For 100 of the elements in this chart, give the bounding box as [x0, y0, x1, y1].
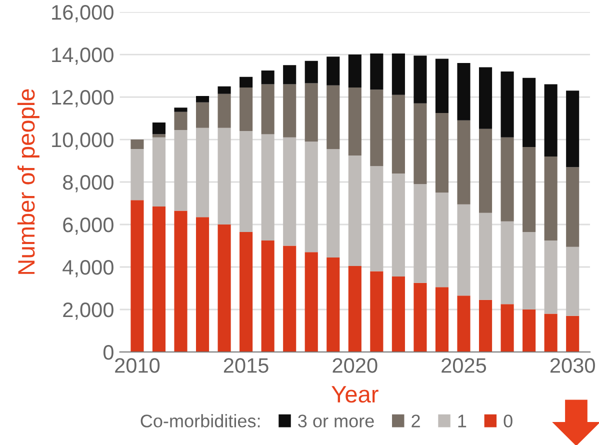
bar — [522, 232, 536, 310]
bar — [435, 287, 449, 352]
bar — [348, 54, 362, 88]
bar — [174, 130, 188, 211]
bar — [174, 108, 188, 112]
bar — [392, 94, 405, 174]
bar — [478, 67, 492, 129]
bar — [283, 246, 296, 352]
bar — [478, 128, 492, 213]
legend-label: 0 — [504, 414, 512, 428]
bar — [370, 271, 384, 352]
x-tick-label: 2010 — [115, 358, 160, 373]
bar — [566, 90, 580, 168]
legend-title: Co-morbidities: — [140, 414, 260, 428]
y-tick-label: 2,000 — [63, 302, 114, 320]
bar — [152, 206, 166, 352]
bar — [218, 224, 231, 352]
bar — [392, 174, 405, 277]
bar — [500, 137, 514, 222]
bar — [304, 142, 318, 252]
bar — [544, 314, 558, 352]
bar — [414, 103, 427, 184]
bar — [392, 53, 405, 95]
bar — [500, 221, 514, 304]
y-tick-label: 14,000 — [52, 48, 114, 65]
bar — [370, 90, 384, 166]
bar — [261, 240, 274, 352]
x-tick-label: 2020 — [332, 358, 378, 373]
bar — [240, 232, 253, 352]
bar — [196, 128, 210, 218]
bar — [478, 300, 492, 352]
bar — [370, 166, 384, 272]
bar — [435, 112, 449, 193]
x-tick-label: 2030 — [550, 358, 595, 373]
bar — [414, 282, 427, 352]
y-tick-label: 8,000 — [63, 175, 114, 192]
y-tick-label: 16,000 — [52, 5, 114, 22]
bar — [522, 78, 536, 147]
bar — [478, 212, 492, 300]
bar — [304, 252, 318, 352]
bar — [544, 84, 558, 157]
bar — [283, 65, 296, 84]
bar — [174, 210, 188, 352]
legend-label: 1 — [458, 414, 466, 428]
bar — [152, 137, 166, 206]
bar — [348, 266, 362, 352]
y-tick-label: 4,000 — [62, 260, 114, 278]
x-axis-title: Year — [332, 386, 378, 403]
legend-label: 3 or more — [298, 414, 374, 428]
bar — [240, 76, 253, 88]
bar — [500, 72, 514, 138]
bar — [130, 140, 144, 150]
bar — [566, 167, 580, 247]
bar — [500, 304, 514, 352]
bar — [566, 246, 580, 316]
bar — [326, 56, 340, 86]
y-tick-label: 6,000 — [63, 218, 114, 235]
y-tick-label: 12,000 — [52, 90, 114, 108]
bar — [457, 120, 470, 204]
bar — [544, 156, 558, 240]
bar — [414, 56, 427, 104]
y-axis-title: Number of people — [17, 89, 40, 274]
x-tick-label: 2025 — [442, 358, 486, 373]
bar — [304, 60, 318, 84]
bar — [196, 102, 210, 128]
bar — [218, 94, 231, 128]
bar — [152, 122, 166, 134]
bar — [457, 63, 470, 120]
bar — [326, 257, 340, 352]
bar — [196, 217, 210, 352]
bar — [283, 137, 296, 246]
legend-label: 2 — [412, 414, 420, 428]
bar — [348, 87, 362, 156]
y-tick-label: 0 — [103, 344, 114, 360]
bar — [435, 58, 449, 113]
bar — [522, 310, 536, 352]
bar — [218, 86, 231, 94]
bar — [370, 53, 384, 90]
bar — [435, 192, 449, 288]
bar — [240, 131, 253, 232]
bar — [566, 316, 580, 352]
bar — [414, 184, 427, 283]
bar — [457, 204, 470, 296]
bar — [130, 200, 144, 352]
bar — [196, 96, 210, 102]
bar — [174, 112, 188, 130]
bar — [392, 276, 405, 352]
x-tick-label: 2015 — [224, 358, 268, 373]
bar — [261, 84, 274, 134]
bar — [326, 85, 340, 150]
bar — [457, 296, 470, 352]
bar — [326, 149, 340, 258]
bar — [283, 84, 296, 138]
bar — [218, 128, 231, 225]
bar — [261, 70, 274, 84]
bar — [261, 134, 274, 240]
bar — [130, 149, 144, 200]
bar — [152, 134, 166, 138]
bar — [304, 83, 318, 142]
y-tick-label: 10,000 — [52, 132, 114, 150]
